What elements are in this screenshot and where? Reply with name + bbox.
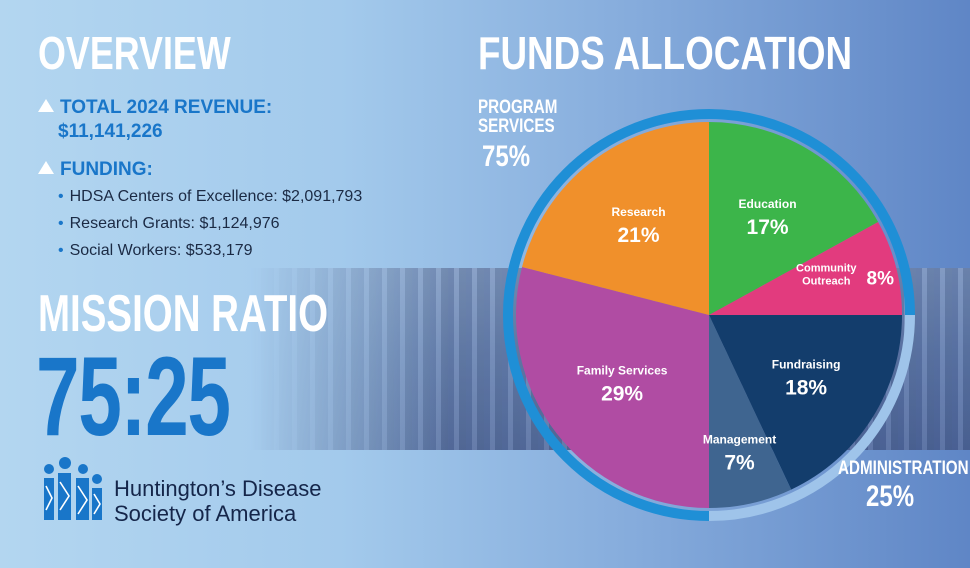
pie-slice-education	[709, 122, 879, 315]
slice-label-management: Management	[703, 433, 776, 447]
revenue-label: TOTAL 2024 REVENUE:	[60, 97, 273, 118]
logo-line-2: Society of America	[114, 501, 297, 526]
funding-heading: FUNDING:	[38, 159, 153, 181]
administration-pct: 25%	[866, 480, 915, 513]
slice-label-fundraising: Fundraising	[772, 358, 841, 372]
slice-pct-fundraising: 18%	[785, 377, 827, 400]
bullet-icon: •	[58, 215, 64, 232]
hdsa-logo-icon	[44, 457, 102, 520]
list-item: • Social Workers: $533,179	[58, 239, 362, 266]
slice-pct-education: 17%	[747, 216, 789, 239]
hdsa-logo: Huntington’s Disease Society of America	[38, 456, 338, 528]
funding-item: HDSA Centers of Excellence: $2,091,793	[69, 188, 363, 205]
slice-label-research: Research	[611, 205, 665, 219]
funding-item: Social Workers: $533,179	[69, 242, 253, 259]
pie-slice-family-services	[516, 267, 709, 508]
chart-title: FUNDS ALLOCATION	[478, 27, 853, 79]
triangle-icon	[38, 99, 54, 112]
slice-label-community-outreach: Outreach	[802, 276, 851, 288]
funding-item: Research Grants: $1,124,976	[69, 215, 280, 232]
bullet-icon: •	[58, 188, 64, 205]
overview-title: OVERVIEW	[38, 27, 231, 79]
logo-text: Huntington’s Disease Society of America	[114, 476, 322, 526]
revenue-heading: TOTAL 2024 REVENUE:	[38, 97, 272, 119]
program-services-pct: 75%	[482, 140, 531, 173]
slice-label-community-outreach: Community	[796, 263, 857, 275]
triangle-icon	[38, 161, 54, 174]
slice-label-education: Education	[739, 197, 797, 211]
slice-label-family-services: Family Services	[577, 363, 668, 377]
revenue-value: $11,141,226	[58, 121, 163, 142]
bullet-icon: •	[58, 242, 64, 259]
pie-slice-research	[522, 122, 709, 315]
program-services-ring	[503, 109, 915, 521]
funding-label: FUNDING:	[60, 159, 153, 180]
list-item: • HDSA Centers of Excellence: $2,091,793	[58, 185, 362, 212]
logo-line-1: Huntington’s Disease	[114, 476, 322, 501]
list-item: • Research Grants: $1,124,976	[58, 212, 362, 239]
pie-slice-management	[709, 315, 792, 508]
slice-pct-community-outreach: 8%	[867, 269, 895, 290]
administration-ring	[708, 314, 915, 521]
slice-pct-research: 21%	[618, 224, 660, 247]
administration-label: ADMINISTRATION	[838, 458, 969, 479]
photo-fade	[250, 268, 450, 450]
pie-slice-community-outreach	[709, 222, 903, 315]
mission-ratio-value: 75:25	[36, 334, 231, 459]
program-services-label: PROGRAM SERVICES	[478, 97, 558, 137]
mission-ratio-title: MISSION RATIO	[38, 285, 329, 343]
slice-pct-family-services: 29%	[601, 382, 643, 405]
slice-pct-management: 7%	[724, 452, 755, 475]
funding-list: • HDSA Centers of Excellence: $2,091,793 …	[58, 185, 362, 266]
pie-slice-fundraising	[709, 315, 902, 490]
